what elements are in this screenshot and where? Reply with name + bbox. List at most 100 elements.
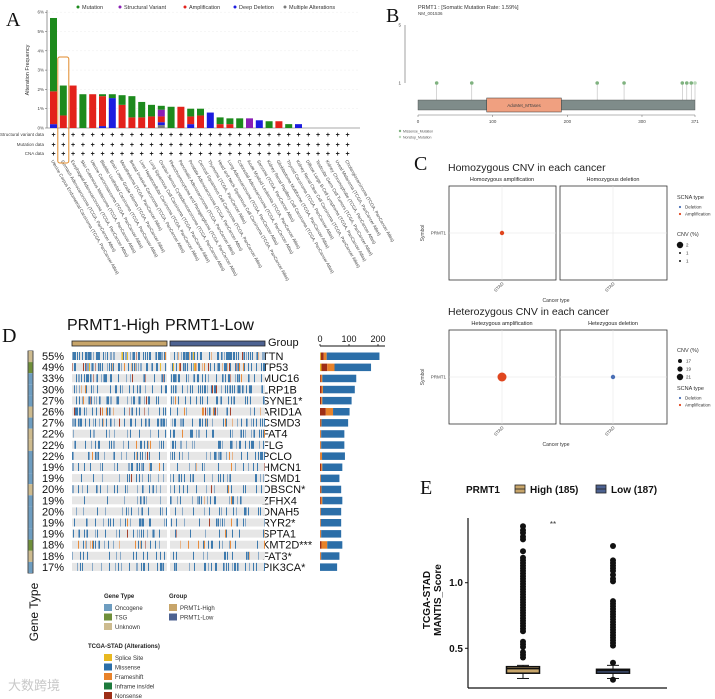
oncoprint-cell — [195, 363, 196, 372]
oncoprint-cell — [250, 352, 251, 360]
oncoprint-cell — [129, 385, 130, 394]
data-available-cross: + — [110, 132, 114, 139]
oncoprint-cell — [200, 418, 201, 427]
oncoprint-cell — [123, 440, 124, 449]
oncoprint-cell — [208, 540, 209, 549]
oncoprint-cell — [190, 385, 191, 394]
gene-name: LRP1B — [262, 384, 297, 396]
oncoprint-cell — [88, 363, 89, 372]
oncoprint-cell — [86, 374, 87, 383]
oncoprint-cell — [133, 385, 134, 394]
oncoprint-cell — [199, 518, 200, 527]
oncoprint-cell — [130, 352, 131, 360]
oncoprint-cell — [217, 352, 218, 360]
oncoprint-cell — [136, 352, 137, 360]
oncoprint-cell — [134, 363, 135, 372]
annotation-row-label: Structural variant data — [0, 132, 44, 137]
oncoprint-row-bg — [170, 474, 265, 483]
oncoprint-cell — [88, 451, 89, 460]
oncoprint-cell — [133, 529, 134, 538]
data-available-cross: + — [51, 132, 55, 139]
x-tick-label: STAD — [493, 425, 505, 437]
oncoprint-cell — [141, 496, 142, 505]
oncoprint-cell — [100, 407, 101, 416]
oncoprint-cell — [198, 363, 199, 372]
bar-segment-deep_deletion — [187, 124, 195, 128]
x-tick-label: 300 — [638, 119, 646, 124]
oncoprint-cell — [74, 518, 75, 527]
oncoprint-cell — [92, 540, 93, 549]
oncoprint-cell — [133, 352, 134, 360]
gene-name: SYNE1* — [262, 395, 303, 407]
oncoprint-cell — [202, 463, 203, 471]
legend-title: CNV (%) — [677, 348, 699, 354]
oncoprint-cell — [259, 429, 260, 438]
oncoprint-cell — [240, 385, 241, 394]
oncoprint-cell — [258, 451, 259, 460]
oncoprint-cell — [84, 529, 85, 538]
oncoprint-cell — [174, 451, 175, 460]
oncoprint-cell — [84, 496, 85, 505]
oncoprint-row-bg — [170, 385, 265, 394]
oncoprint-cell — [78, 374, 79, 383]
oncoprint-cell — [176, 551, 177, 560]
oncoprint-cell — [170, 429, 171, 438]
legend-marker — [283, 5, 287, 9]
oncoprint-cell — [180, 363, 181, 372]
mutation-count-bar-frameshift — [327, 363, 335, 372]
oncoprint-cell — [255, 474, 256, 483]
oncoprint-cell — [161, 418, 162, 427]
oncoprint-cell — [89, 396, 90, 405]
oncoprint-cell — [175, 418, 176, 427]
oncoprint-cell — [93, 363, 94, 372]
mutation-count-bar-missense — [333, 408, 350, 416]
alteration-percent: 27% — [42, 418, 64, 430]
oncoprint-cell — [114, 485, 115, 494]
oncoprint-cell — [143, 496, 144, 505]
oncoprint-cell — [86, 518, 87, 527]
oncoprint-cell — [153, 485, 154, 494]
oncoprint-cell — [241, 496, 242, 505]
mutation-count-bar-frameshift — [325, 408, 334, 416]
oncoprint-cell — [115, 385, 116, 394]
oncoprint-cell — [211, 385, 212, 394]
oncoprint-cell — [83, 507, 84, 516]
oncoprint-cell — [85, 440, 86, 449]
bar-segment-mutation — [50, 17, 57, 92]
data-available-cross: + — [228, 151, 232, 158]
oncoprint-cell — [97, 374, 98, 383]
group-bar-high — [71, 340, 168, 347]
oncoprint-cell — [90, 396, 91, 405]
legend-marker — [233, 5, 237, 9]
oncoprint-cell — [86, 529, 87, 538]
oncoprint-cell — [95, 518, 96, 527]
oncoprint-cell — [240, 440, 241, 449]
oncoprint-cell — [211, 485, 212, 494]
data-available-cross: + — [326, 151, 330, 158]
oncoprint-cell — [262, 352, 263, 360]
lollipop-head — [595, 81, 599, 85]
oncoprint-cell — [142, 518, 143, 527]
oncoprint-cell — [86, 407, 87, 416]
oncoprint-cell — [182, 507, 183, 516]
oncoprint-cell — [163, 474, 164, 483]
mutation-count-bar-missense — [320, 507, 342, 516]
data-available-cross: + — [296, 142, 300, 149]
oncoprint-cell — [175, 529, 176, 538]
oncoprint-cell — [218, 352, 219, 360]
oncoprint-cell — [170, 485, 171, 494]
oncoprint-cell — [145, 374, 146, 383]
oncoprint-cell — [84, 463, 85, 471]
oncoprint-cell — [236, 440, 237, 449]
oncoprint-cell — [194, 440, 195, 449]
legend-title: SCNA type — [677, 195, 704, 201]
oncoprint-cell — [91, 385, 92, 394]
oncoprint-cell — [198, 540, 199, 549]
oncoprint-cell — [162, 352, 163, 360]
oncoprint-cell — [177, 407, 178, 416]
oncoprint-cell — [87, 529, 88, 538]
oncoprint-cell — [181, 440, 182, 449]
oncoprint-cell — [100, 485, 101, 494]
oncoprint-cell — [254, 374, 255, 383]
gene-name: FLG — [262, 440, 283, 452]
